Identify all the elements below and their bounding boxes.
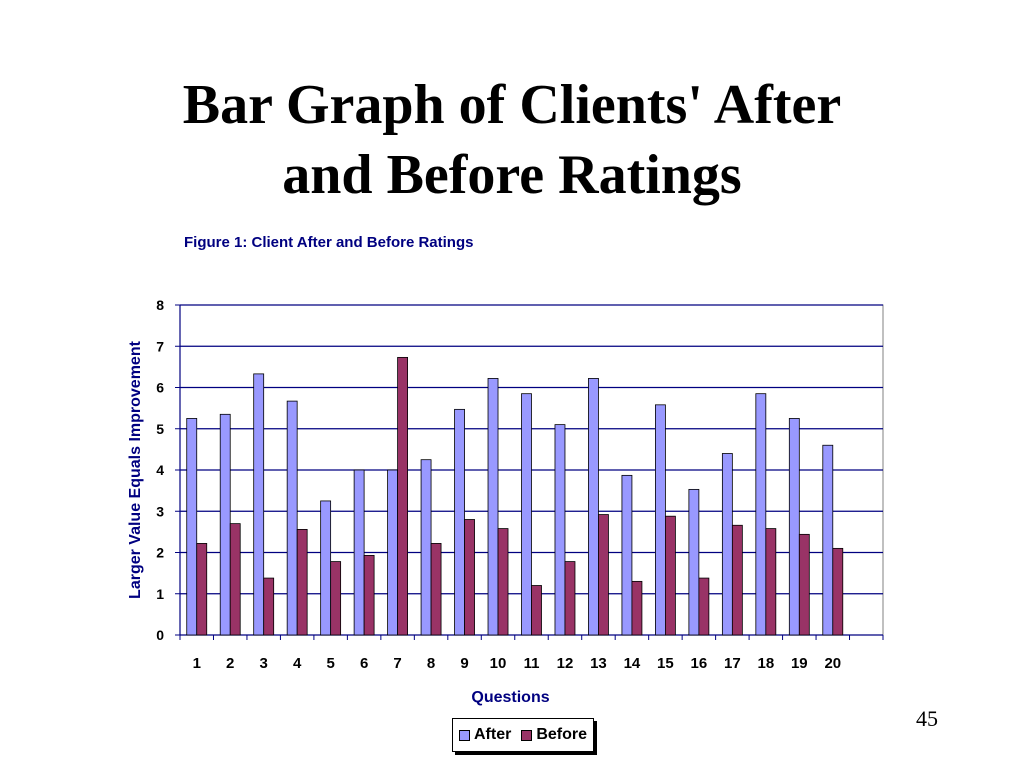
bar-after	[487, 378, 499, 636]
legend-item-after: After	[459, 726, 511, 744]
x-axis-label: Questions	[471, 689, 549, 706]
x-tick-label: 7	[393, 655, 401, 672]
bar-after	[521, 393, 532, 636]
bar-after	[688, 488, 700, 636]
bar-after	[755, 393, 767, 636]
bar-after	[286, 400, 298, 636]
bar-after	[219, 413, 231, 636]
legend-item-before: Before	[521, 726, 587, 744]
bar-before	[464, 519, 475, 636]
slide-title-line-2: and Before Ratings	[282, 144, 742, 206]
bar-before	[631, 580, 643, 636]
legend-swatch-after	[459, 729, 470, 741]
x-tick-label: 18	[757, 655, 774, 672]
bar-after	[721, 453, 733, 636]
x-tick-label: 4	[293, 655, 302, 672]
bar-before	[363, 554, 375, 636]
bar-after	[554, 424, 566, 636]
x-tick-label: 2	[226, 655, 234, 672]
legend-label-after: After	[474, 726, 512, 743]
bar-before	[698, 577, 710, 636]
x-tick-label: 1	[193, 655, 201, 672]
chart-title: Figure 1: Client After and Before Rating…	[184, 234, 473, 251]
bar-after	[655, 404, 666, 636]
page-number: 45	[916, 706, 938, 731]
y-tick-label: 0	[156, 627, 164, 643]
y-tick-label: 8	[156, 297, 164, 313]
bar-before	[196, 543, 208, 636]
x-tick-label: 17	[724, 655, 741, 672]
x-tick-label: 14	[624, 655, 641, 672]
bar-before	[598, 514, 609, 636]
bar-after	[420, 459, 432, 636]
y-tick-label: 4	[156, 462, 164, 478]
y-tick-label: 2	[156, 545, 164, 561]
x-tick-label: 16	[691, 655, 708, 672]
legend-swatch-before	[521, 729, 533, 741]
bar-after	[320, 500, 332, 636]
chart-legend: After Before	[452, 718, 595, 752]
x-tick-label: 9	[460, 655, 468, 672]
bar-before	[229, 523, 241, 636]
bar-after	[822, 444, 834, 636]
bar-before	[765, 528, 777, 636]
x-tick-label: 15	[657, 655, 674, 672]
bar-after	[186, 418, 198, 636]
x-tick-label: 12	[557, 655, 574, 672]
y-tick-label: 6	[156, 380, 164, 396]
bar-before	[430, 543, 442, 636]
bar-after	[788, 418, 800, 636]
bar-before	[397, 356, 408, 636]
bar-before	[263, 577, 275, 636]
bar-after	[353, 469, 365, 636]
bar-before	[665, 515, 676, 636]
bar-before	[832, 547, 844, 636]
bar-before	[296, 529, 308, 636]
y-tick-label: 5	[156, 421, 164, 437]
bar-after	[253, 373, 265, 636]
bar-before	[731, 524, 743, 636]
bar-after	[387, 469, 398, 636]
bar-before	[531, 585, 542, 636]
x-tick-label: 5	[326, 655, 334, 672]
y-axis-label: Larger Value Equals Improvement	[127, 340, 144, 599]
x-tick-label: 20	[824, 655, 841, 672]
bar-after	[588, 378, 599, 636]
slide-title-line-1: Bar Graph of Clients' After	[182, 74, 842, 136]
bar-before	[564, 561, 576, 636]
bar-before	[497, 528, 509, 636]
bar-after	[454, 408, 465, 636]
x-tick-label: 19	[791, 655, 808, 672]
slide-title: Bar Graph of Clients' After and Before R…	[0, 70, 1024, 210]
x-tick-label: 8	[427, 655, 435, 672]
bar-before	[330, 561, 342, 636]
y-tick-label: 1	[156, 586, 164, 602]
y-tick-label: 3	[156, 503, 164, 519]
x-tick-label: 10	[490, 655, 507, 672]
x-tick-label: 3	[260, 655, 268, 672]
x-tick-label: 11	[524, 655, 540, 672]
y-tick-label: 7	[156, 338, 164, 354]
legend-label-before: Before	[536, 726, 588, 743]
x-tick-label: 13	[590, 655, 607, 672]
bar-after	[621, 474, 633, 636]
x-tick-label: 6	[360, 655, 368, 672]
bar-before	[798, 533, 810, 636]
